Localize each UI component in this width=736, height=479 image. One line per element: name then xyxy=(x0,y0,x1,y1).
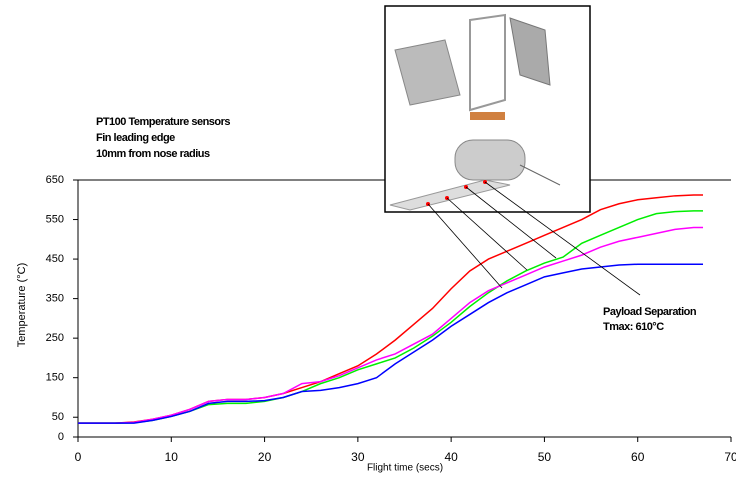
annotation: Tmax: 610°C xyxy=(603,321,664,333)
y-tick-label: 350 xyxy=(46,293,64,305)
leader-line xyxy=(465,186,557,259)
rod xyxy=(519,164,561,186)
y-tick-label: 50 xyxy=(52,411,64,423)
fin xyxy=(389,179,511,211)
series-line xyxy=(78,263,704,424)
x-tick-label: 10 xyxy=(165,450,179,464)
y-tick-label: 250 xyxy=(46,332,64,344)
x-tick-label: 70 xyxy=(724,450,736,464)
annotation: PT100 Temperature sensors xyxy=(96,116,230,128)
panel xyxy=(394,39,461,106)
leader-lines xyxy=(427,181,641,296)
x-tick-label: 30 xyxy=(351,450,365,464)
x-tick-label: 20 xyxy=(258,450,272,464)
x-tick-label: 60 xyxy=(631,450,645,464)
x-axis-label: Flight time (secs) xyxy=(367,463,443,474)
leader-line xyxy=(484,181,641,296)
annotation: Fin leading edge xyxy=(96,132,175,144)
cylinder xyxy=(454,139,526,181)
leader-line xyxy=(446,197,528,271)
y-tick-label: 450 xyxy=(46,253,64,265)
series-line xyxy=(78,226,704,424)
plot: 0 50 150 250 350 450 550 650 0 10 20 30 40 50 60 70 xyxy=(46,174,736,464)
panel xyxy=(509,17,551,86)
y-axis-label: Temperature (°C) xyxy=(16,263,28,347)
strip xyxy=(470,112,505,120)
x-tick-label: 0 xyxy=(75,450,82,464)
leader-line xyxy=(427,203,503,289)
annotation: Payload Separation xyxy=(603,306,697,318)
inset-image xyxy=(384,5,591,213)
y-tick-label: 0 xyxy=(58,431,64,443)
y-tick-label: 150 xyxy=(46,372,64,384)
x-tick-label: 40 xyxy=(444,450,458,464)
annotation: 10mm from nose radius xyxy=(96,148,210,160)
frame xyxy=(469,13,506,112)
y-tick-label: 650 xyxy=(46,174,64,186)
x-tick-label: 50 xyxy=(538,450,552,464)
y-tick-label: 550 xyxy=(46,213,64,225)
